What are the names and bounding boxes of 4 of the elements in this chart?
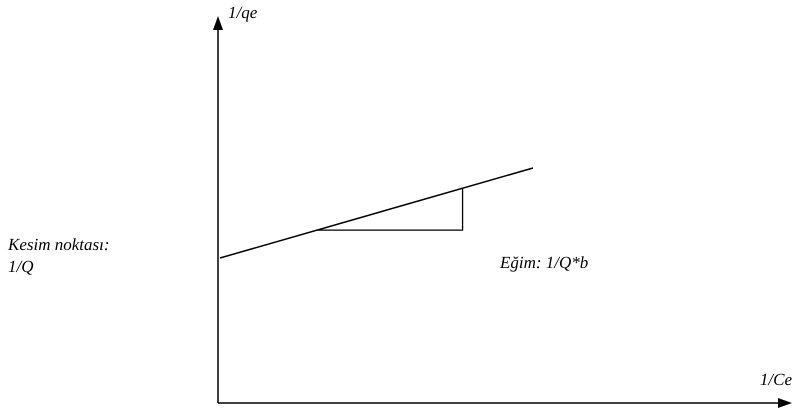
text: Kesim noktası: 1/Q [7,235,110,276]
x-axis-title: 1/Ce [760,370,792,389]
annotation: Eğim: 1/Q*b [499,253,588,272]
text: 1/qe [228,3,258,22]
